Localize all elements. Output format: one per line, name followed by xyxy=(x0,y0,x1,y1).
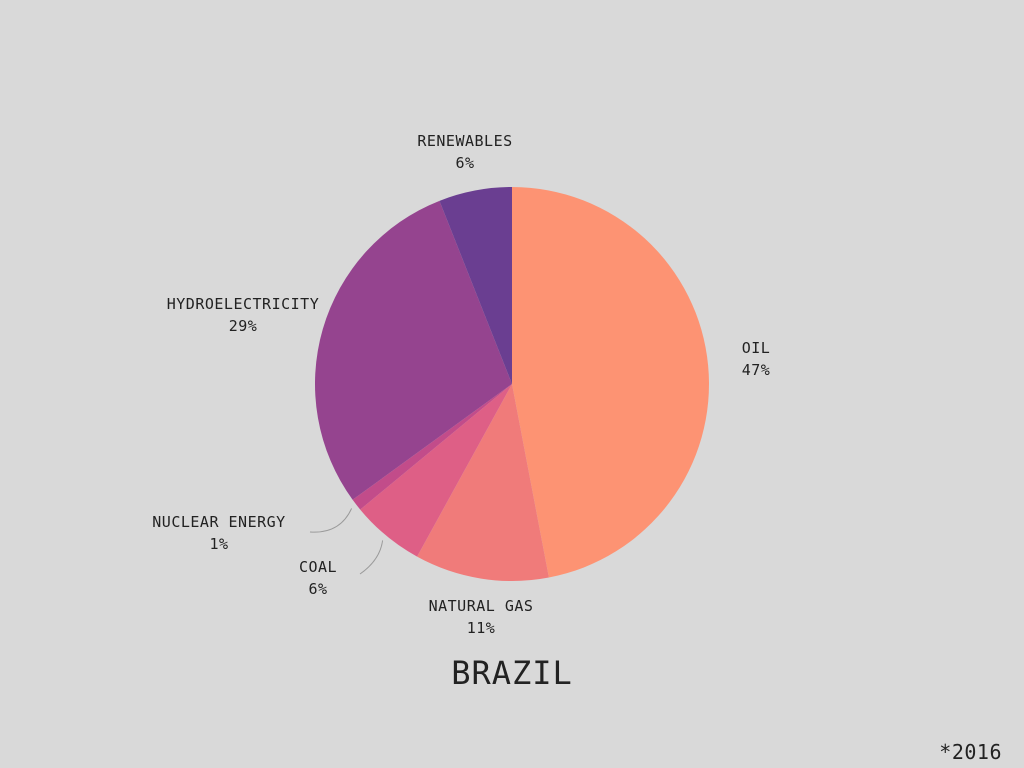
pie-slice-renewables xyxy=(439,187,512,384)
pie-slice-natural-gas xyxy=(417,384,549,581)
slice-name-hydroelectricity: HYDROELECTRICITY xyxy=(166,295,320,313)
slice-label-natural-gas: NATURAL GAS 11% xyxy=(429,595,534,639)
slice-label-hydroelectricity: HYDROELECTRICITY 29% xyxy=(167,293,320,337)
slice-value-natural-gas: 11% xyxy=(466,619,496,637)
slice-label-nuclear-energy: NUCLEAR ENERGY 1% xyxy=(152,511,285,555)
pie-slice-hydroelectricity xyxy=(314,200,512,500)
slice-value-coal: 6% xyxy=(308,580,328,598)
slice-value-nuclear-energy: 1% xyxy=(209,535,229,553)
year-footnote: *2016 xyxy=(939,740,1002,764)
slice-label-renewables: RENEWABLES 6% xyxy=(417,130,512,174)
slice-name-oil: OIL xyxy=(741,339,771,357)
chart-title: BRAZIL xyxy=(451,654,573,692)
pie-slice-coal xyxy=(360,384,512,557)
slice-value-hydroelectricity: 29% xyxy=(228,317,258,335)
slice-value-renewables: 6% xyxy=(455,154,475,172)
slice-name-renewables: RENEWABLES xyxy=(417,132,513,150)
slice-name-nuclear-energy: NUCLEAR ENERGY xyxy=(152,513,286,531)
slice-value-oil: 47% xyxy=(741,361,771,379)
slice-name-coal: COAL xyxy=(298,558,338,576)
pie-slice-nuclear-energy xyxy=(352,384,512,510)
slice-label-coal: COAL 6% xyxy=(299,556,337,600)
slice-label-oil: OIL 47% xyxy=(742,337,771,381)
slice-name-natural-gas: NATURAL GAS xyxy=(428,597,534,615)
leader-line-coal xyxy=(359,540,384,575)
pie-slice-oil xyxy=(512,187,709,578)
leader-line-nuclear-energy xyxy=(309,508,353,533)
